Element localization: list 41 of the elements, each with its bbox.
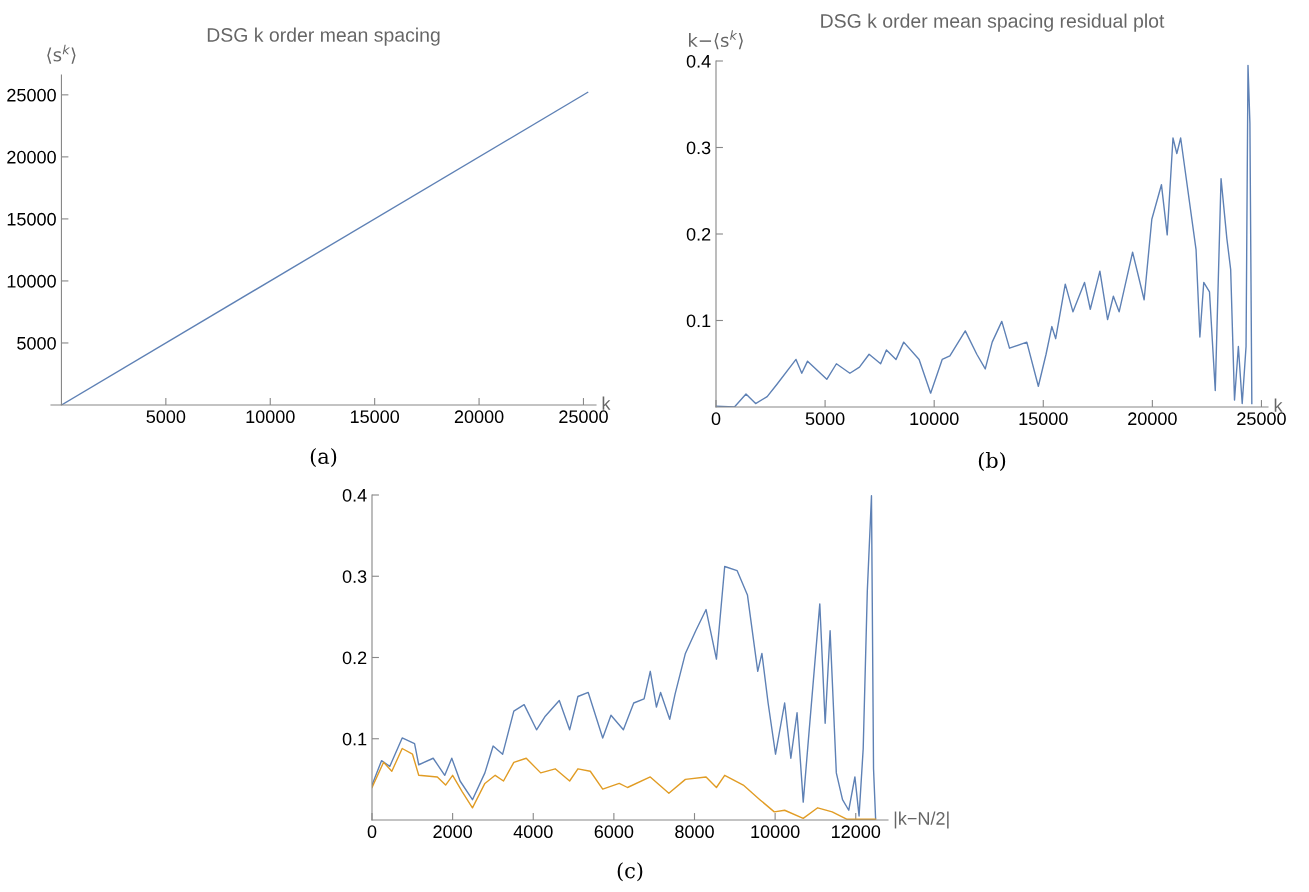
y-tick-label: 25000 [7, 88, 56, 102]
x-tick-label: 25000 [1237, 412, 1286, 426]
chart-title: DSG k order mean spacing [207, 27, 440, 46]
y-tick-label: 15000 [7, 212, 56, 226]
y-tick-label: 0.2 [342, 651, 367, 665]
x-tick-label: 0 [367, 825, 377, 839]
chart-title: DSG k order mean spacing residual plot [821, 13, 1165, 32]
x-tick-label: 10000 [910, 412, 959, 426]
x-tick-label: 12000 [832, 825, 881, 839]
line-series [372, 747, 877, 820]
x-tick-label: 4000 [513, 825, 553, 839]
x-tick-label: 25000 [559, 410, 608, 424]
y-tick-label: 10000 [7, 274, 56, 288]
y-tick-label: 0.1 [342, 732, 367, 746]
x-tick-label: 8000 [675, 825, 714, 839]
text: (c) [617, 862, 643, 882]
text: (b) [978, 451, 1006, 472]
x-tick-label: 6000 [594, 825, 634, 839]
y-tick-label: 5000 [17, 336, 56, 350]
text: (a) [310, 447, 337, 467]
x-tick-label: 2000 [433, 825, 472, 839]
y-tick-label: 0.1 [686, 314, 711, 328]
y-tick-label: 0.3 [686, 141, 711, 155]
y-axis-title: ⟨s$^{k}$⟩ [47, 44, 76, 64]
y-tick-label: 0.3 [342, 570, 367, 583]
x-tick-label: 20000 [454, 410, 504, 424]
x-axis-title: |k−N/2| [894, 811, 949, 829]
y-tick-label: 0.2 [686, 227, 711, 241]
x-tick-label: 10000 [751, 825, 800, 839]
x-axis-title: k [602, 396, 611, 410]
x-tick-label: 20000 [1128, 412, 1177, 426]
x-tick-label: 10000 [246, 410, 295, 424]
x-tick-label: 5000 [146, 410, 186, 424]
y-tick-label: 0.4 [686, 54, 711, 68]
x-tick-label: 5000 [805, 412, 845, 426]
y-tick-label: 0.4 [342, 488, 367, 502]
x-tick-label: 15000 [1019, 412, 1068, 426]
y-axis-title: k−⟨s$^{k}$⟩ [689, 30, 743, 50]
x-tick-label: 0 [711, 412, 721, 426]
x-axis-title: k [1274, 398, 1283, 412]
y-tick-label: 20000 [7, 150, 56, 164]
